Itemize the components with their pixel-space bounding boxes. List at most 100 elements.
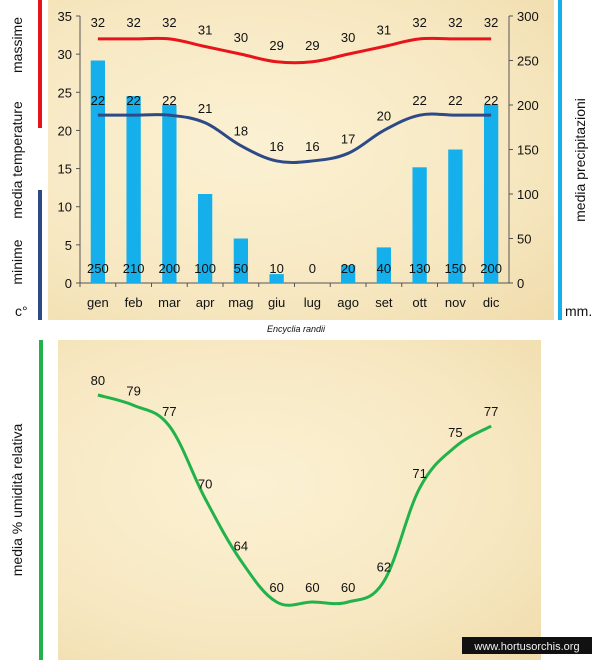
precipitation-data-label: 200: [480, 261, 502, 276]
minime-data-label: 16: [269, 139, 283, 154]
minime-data-label: 22: [412, 93, 426, 108]
temperature-axis-label: media temperature: [9, 101, 25, 219]
precipitation-bar: [269, 274, 284, 283]
precipitation-bar: [483, 105, 499, 283]
humidity-axis-label: media % umidità relativa: [9, 424, 25, 577]
minime-data-label: 22: [162, 93, 176, 108]
x-tick-label: dic: [483, 295, 500, 310]
minime-data-label: 16: [305, 139, 319, 154]
x-tick-label: set: [375, 295, 393, 310]
massime-data-label: 32: [162, 15, 176, 30]
massime-data-label: 29: [269, 38, 283, 53]
massime-line: [97, 36, 492, 65]
y-right-tick-label: 50: [517, 232, 531, 247]
humidity-data-label: 60: [269, 580, 283, 595]
x-tick-label: apr: [196, 295, 215, 310]
humidity-data-label: 80: [91, 373, 105, 388]
y-right-tick-label: 250: [517, 54, 539, 69]
massime-label: massime: [9, 17, 25, 73]
massime-data-label: 31: [377, 23, 391, 38]
humidity-data-label: 60: [341, 580, 355, 595]
x-tick-label: ago: [337, 295, 359, 310]
minime-data-label: 18: [234, 124, 248, 139]
minime-data-label: 22: [448, 93, 462, 108]
massime-data-label: 32: [412, 15, 426, 30]
minime-data-label: 20: [377, 108, 391, 123]
x-tick-label: nov: [445, 295, 466, 310]
humidity-data-label: 71: [412, 466, 426, 481]
x-tick-label: feb: [125, 295, 143, 310]
x-tick-label: lug: [304, 295, 321, 310]
minime-label: minime: [9, 239, 25, 284]
massime-data-label: 29: [305, 38, 319, 53]
humidity-data-label: 70: [198, 477, 212, 492]
bottom-chart-marks: 80 79 77 70 64 60 60 60 62 71 75 77: [91, 373, 498, 607]
precipitation-data-label: 50: [234, 261, 248, 276]
y-left-tick-label: 10: [58, 200, 72, 215]
x-tick-label: ott: [412, 295, 427, 310]
humidity-data-label: 60: [305, 580, 319, 595]
precipitation-bar: [162, 105, 177, 283]
x-tick-label: gen: [87, 295, 109, 310]
precipitation-data-label: 150: [445, 261, 467, 276]
minime-data-label: 22: [484, 93, 498, 108]
humidity-line: [97, 393, 492, 607]
temperature-unit-label: c°: [15, 303, 28, 319]
y-left-tick-label: 5: [65, 238, 72, 253]
precipitation-bar: [126, 96, 141, 283]
minime-data-label: 17: [341, 131, 355, 146]
y-right-tick-label: 200: [517, 98, 539, 113]
precipitation-bar: [412, 167, 427, 283]
precipitation-bar: [448, 149, 463, 283]
humidity-data-label: 62: [377, 559, 391, 574]
precipitation-data-label: 130: [409, 261, 431, 276]
precipitation-axis-label: media precipitazioni: [572, 98, 588, 222]
y-left-tick-label: 25: [58, 85, 72, 100]
massime-data-label: 31: [198, 23, 212, 38]
y-right-tick-label: 0: [517, 276, 524, 291]
watermark: www.hortusorchis.org: [473, 641, 579, 653]
precipitation-data-label: 200: [159, 261, 181, 276]
precipitation-bar: [233, 238, 249, 283]
humidity-panel: [58, 340, 541, 660]
y-left-tick-label: 0: [65, 276, 72, 291]
y-right-tick-label: 300: [517, 9, 539, 24]
massime-data-label: 32: [91, 15, 105, 30]
y-right-tick-label: 100: [517, 187, 539, 202]
humidity-data-label: 75: [448, 425, 462, 440]
minime-data-label: 22: [91, 93, 105, 108]
massime-data-label: 32: [484, 15, 498, 30]
precipitation-data-label: 20: [341, 261, 355, 276]
minime-line: [97, 112, 492, 165]
chart-title: Encyclia randii: [267, 324, 326, 334]
y-left-tick-label: 20: [58, 123, 72, 138]
precipitation-data-label: 40: [377, 261, 391, 276]
x-tick-label: mag: [228, 295, 253, 310]
watermark-box: [462, 637, 592, 654]
minime-data-label: 22: [126, 93, 140, 108]
y-left-tick-label: 15: [58, 162, 72, 177]
x-tick-label: giu: [268, 295, 285, 310]
precipitation-unit-label: mm.: [565, 303, 592, 319]
massime-data-label: 32: [126, 15, 140, 30]
precipitation-data-label: 10: [269, 261, 283, 276]
x-tick-label: mar: [158, 295, 181, 310]
precipitation-data-label: 250: [87, 261, 109, 276]
humidity-data-label: 77: [162, 404, 176, 419]
massime-data-label: 30: [341, 30, 355, 45]
y-left-tick-label: 35: [58, 9, 72, 24]
precipitation-bar: [376, 247, 392, 283]
y-left-tick-label: 30: [58, 47, 72, 62]
massime-data-label: 32: [448, 15, 462, 30]
massime-data-label: 30: [234, 30, 248, 45]
y-right-tick-label: 150: [517, 143, 539, 158]
humidity-data-label: 79: [126, 383, 140, 398]
precipitation-data-label: 100: [194, 261, 216, 276]
humidity-data-label: 64: [234, 539, 248, 554]
precipitation-bar: [340, 265, 356, 283]
precipitation-data-label: 210: [123, 261, 145, 276]
precipitation-data-label: 0: [309, 261, 316, 276]
humidity-data-label: 77: [484, 404, 498, 419]
